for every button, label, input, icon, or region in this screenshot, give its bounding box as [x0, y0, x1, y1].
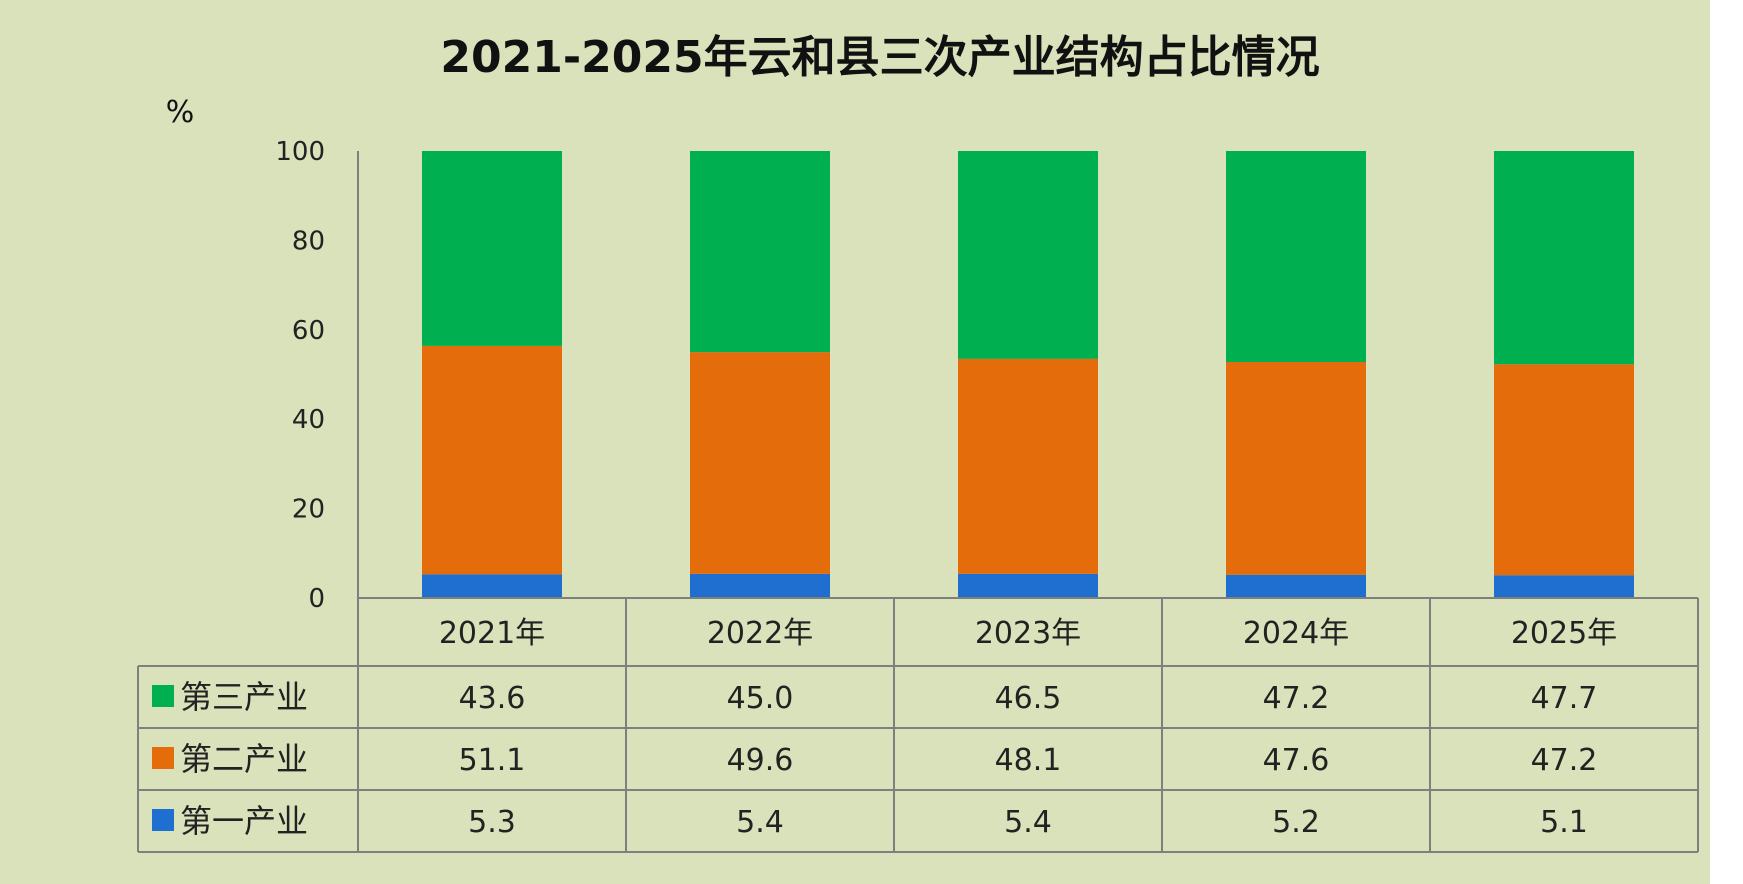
data-label: 47.2	[1531, 743, 1598, 778]
y-tick-label: 40	[292, 405, 325, 435]
data-label: 47.6	[1263, 743, 1330, 778]
legend-label: 第一产业	[180, 802, 308, 840]
legend-key	[152, 685, 174, 707]
legend-label: 第二产业	[180, 740, 308, 778]
bar-segment	[422, 345, 562, 575]
bar-segment	[1226, 361, 1366, 575]
data-label: 48.1	[995, 743, 1062, 778]
data-label: 5.1	[1540, 805, 1588, 840]
bar-segment	[1494, 575, 1634, 598]
bar-segment	[958, 358, 1098, 574]
category-label: 2024年	[1243, 616, 1349, 651]
data-label: 47.7	[1531, 681, 1598, 716]
bar-segment	[1494, 151, 1634, 365]
data-label: 51.1	[459, 743, 526, 778]
bar-segment	[690, 352, 830, 574]
bar-segment	[690, 573, 830, 598]
legend-key	[152, 809, 174, 831]
bar-segment	[1226, 574, 1366, 598]
category-label: 2022年	[707, 616, 813, 651]
y-tick-label: 0	[308, 584, 325, 614]
data-label: 5.4	[1004, 805, 1052, 840]
y-axis-ticks: 0 20 40 60 80 100	[275, 137, 359, 614]
bar-segment	[958, 573, 1098, 598]
chart-title: 2021-2025年云和县三次产业结构占比情况	[440, 32, 1319, 83]
data-label: 45.0	[727, 681, 794, 716]
bar-segment	[1494, 364, 1634, 576]
category-label: 2021年	[439, 616, 545, 651]
bar-segment	[1226, 151, 1366, 362]
bar-segment	[422, 151, 562, 346]
y-axis-unit: %	[166, 95, 195, 130]
y-tick-label: 20	[292, 495, 325, 525]
legend-label: 第三产业	[180, 678, 308, 716]
y-tick-label: 100	[275, 137, 325, 167]
legend-key	[152, 747, 174, 769]
bars	[422, 151, 1634, 598]
bar-segment	[690, 151, 830, 353]
data-label: 43.6	[459, 681, 526, 716]
y-tick-label: 60	[292, 316, 325, 346]
data-label: 5.4	[736, 805, 784, 840]
category-label: 2023年	[975, 616, 1081, 651]
data-label: 5.3	[468, 805, 516, 840]
data-label: 47.2	[1263, 681, 1330, 716]
category-label: 2025年	[1511, 616, 1617, 651]
bar-segment	[958, 151, 1098, 359]
y-tick-label: 80	[292, 226, 325, 256]
data-label: 49.6	[727, 743, 794, 778]
right-margin	[1710, 0, 1743, 884]
bar-segment	[422, 574, 562, 598]
data-label: 5.2	[1272, 805, 1320, 840]
data-label: 46.5	[995, 681, 1062, 716]
